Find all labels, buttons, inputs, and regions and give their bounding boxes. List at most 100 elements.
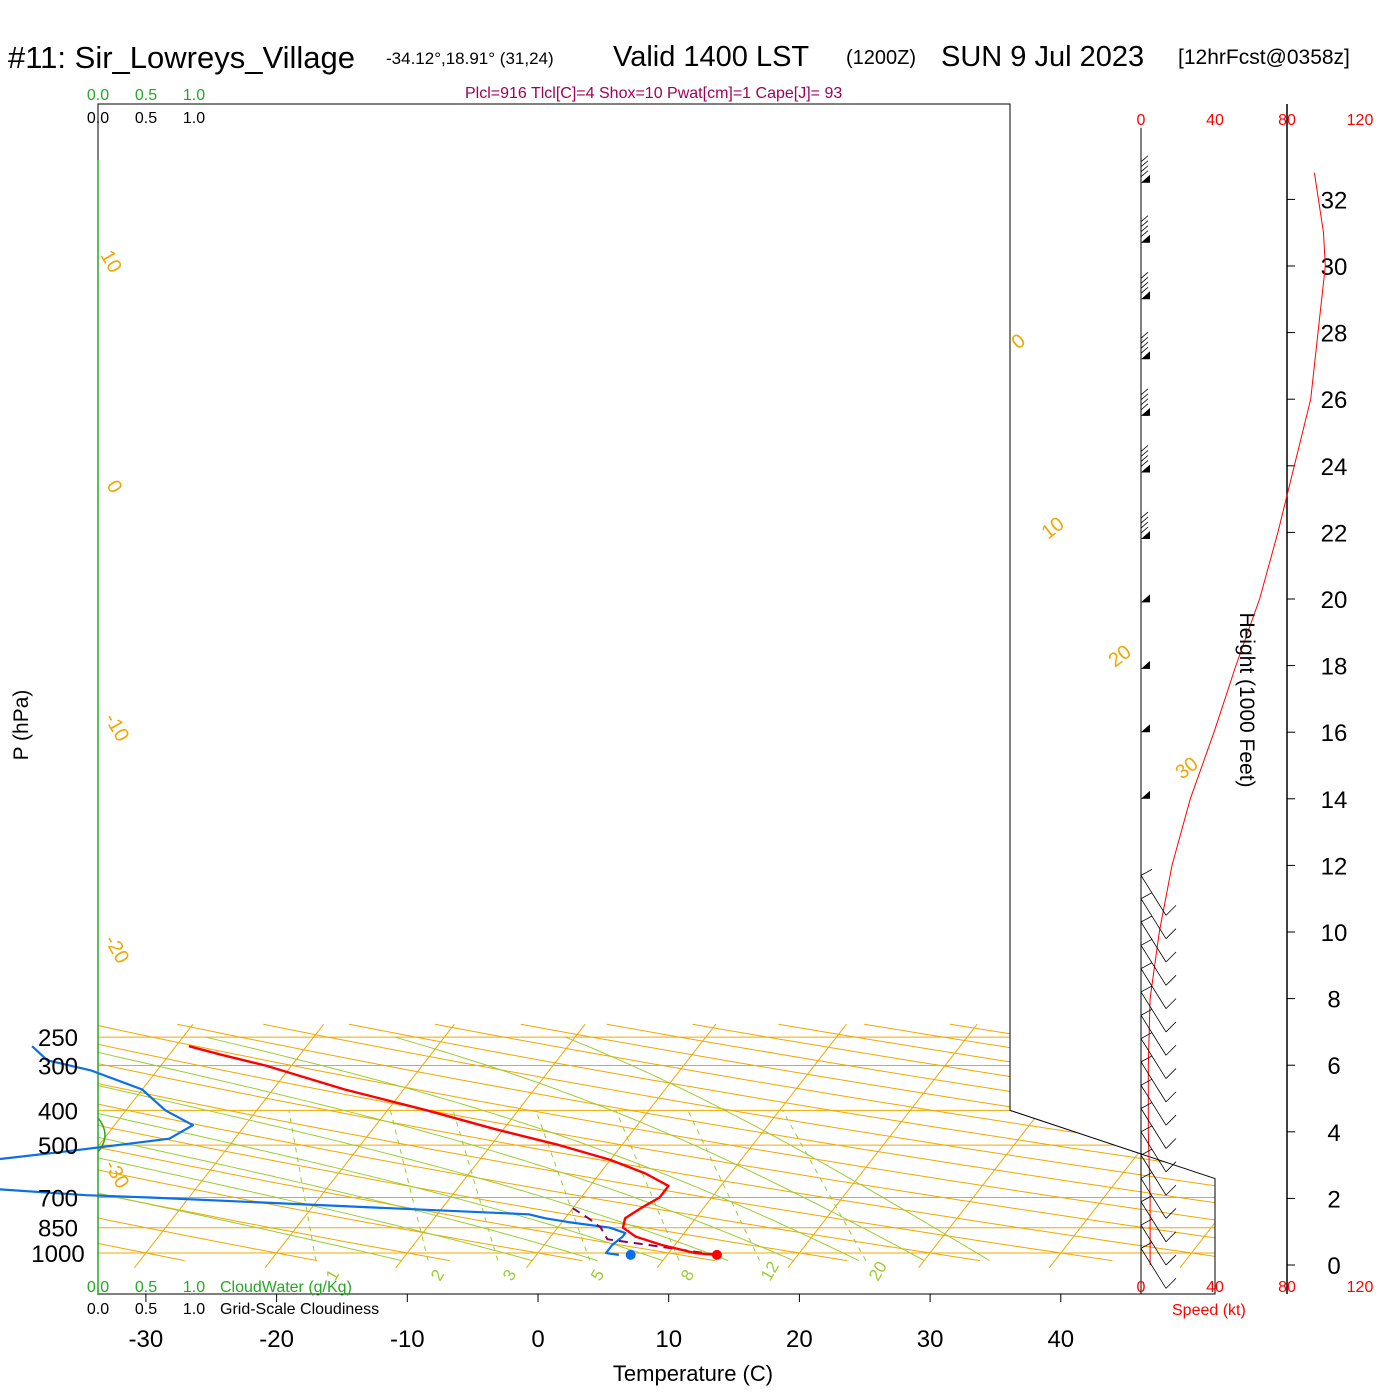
height-tick-label: 28 xyxy=(1321,321,1348,348)
isotherm-line xyxy=(1179,1023,1215,1269)
pressure-tick-label: 500 xyxy=(38,1133,78,1160)
x-axis-title: Temperature (C) xyxy=(613,1361,773,1386)
wind-barb-feather xyxy=(1165,928,1177,939)
wind-barb-feather xyxy=(1140,331,1149,339)
wind-barb-feather xyxy=(1165,951,1177,963)
mixing-ratio-label: 5 xyxy=(587,1266,608,1284)
wind-barb-staff xyxy=(1140,1201,1167,1242)
wind-barb-feather xyxy=(1140,1008,1153,1016)
moist-adiabat-line xyxy=(205,1036,860,1262)
height-tick-label: 12 xyxy=(1321,853,1348,880)
wind-barb xyxy=(1140,244,1150,300)
isotherm-line xyxy=(264,1023,455,1269)
wind-barb-staff xyxy=(1140,1248,1167,1289)
moist-adiabat-line xyxy=(98,1036,402,1262)
wind-barb-feather xyxy=(1165,1231,1177,1243)
speed-tick-label-top: 40 xyxy=(1206,112,1224,129)
wind-barb-staff xyxy=(1140,1131,1167,1173)
height-tick-label: 20 xyxy=(1321,587,1348,614)
cloudwater-scale-bottom: 0.5 xyxy=(135,1279,157,1296)
wind-barb-staff xyxy=(1140,1154,1167,1196)
height-tick-label: 16 xyxy=(1321,720,1348,747)
cloudiness-scale-top: 0.5 xyxy=(135,110,157,127)
wind-barb-feather xyxy=(1140,1218,1153,1226)
cloudiness-scale-bottom: 0.0 xyxy=(87,1301,109,1318)
wind-barb xyxy=(1140,1032,1177,1079)
wind-barb-feather xyxy=(1140,526,1149,534)
wind-barb xyxy=(1140,1102,1177,1149)
height-tick-label: 18 xyxy=(1321,654,1348,681)
mixing-ratio-line xyxy=(782,1110,867,1261)
cloudwater-scale-top: 0.0 xyxy=(87,87,109,104)
cloudwater-label: CloudWater (g/Kg) xyxy=(220,1279,352,1296)
wind-barb-pennant xyxy=(1141,464,1150,473)
cloudiness-scale-top: 1.0 xyxy=(183,110,205,127)
wind-barb-staff xyxy=(1140,875,1167,916)
valid-time: Valid 1400 LST xyxy=(613,41,809,73)
dry-adiabat-line xyxy=(98,1023,980,1262)
forecast-label: [12hrFcst@0358z] xyxy=(1178,46,1350,69)
wind-barb xyxy=(1140,187,1150,243)
surface-temperature-dot xyxy=(711,1249,722,1260)
wind-barb-feather xyxy=(1165,1208,1177,1219)
cloudiness-label: Grid-Scale Cloudiness xyxy=(220,1301,379,1318)
moist-adiabat-line xyxy=(98,1036,794,1262)
wind-barb-feather xyxy=(1140,271,1149,279)
isotherm-label: -10 xyxy=(100,710,134,746)
wind-barb-feather xyxy=(1140,1055,1153,1063)
wind-barb-feather xyxy=(1165,1138,1177,1149)
temperature-profile-line xyxy=(188,1045,718,1257)
wind-barb-pennant xyxy=(1141,531,1150,540)
pressure-tick-label: 1000 xyxy=(31,1241,84,1268)
dry-adiabat-line xyxy=(98,1023,1215,1262)
wind-barb-feather xyxy=(1140,165,1149,173)
pressure-tick-label: 300 xyxy=(38,1054,78,1081)
dry-adiabat-line xyxy=(98,1023,1113,1262)
isotherm-line xyxy=(656,1023,847,1269)
wind-barb-feather xyxy=(1165,998,1177,1009)
height-tick-label: 26 xyxy=(1321,387,1348,414)
mixing-ratio-line xyxy=(615,1110,680,1261)
isotherm-label: 10 xyxy=(96,247,126,277)
wind-barb xyxy=(1140,985,1177,1033)
wind-barb-feather xyxy=(1140,220,1149,227)
station-coords: -34.12°,18.91° (31,24) xyxy=(386,49,554,68)
height-tick-label: 32 xyxy=(1321,187,1348,214)
wind-barb-feather xyxy=(1140,230,1149,237)
wind-barb-feather xyxy=(1140,1172,1153,1179)
moist-adiabat-line xyxy=(565,1036,990,1262)
wind-barb xyxy=(1140,547,1150,603)
wind-barb xyxy=(1140,417,1150,473)
wind-barb-feather xyxy=(1165,1161,1177,1173)
wind-barb-feather xyxy=(1140,450,1149,457)
wind-barb-feather xyxy=(1140,403,1149,411)
x-tick-label: 20 xyxy=(786,1326,813,1353)
wind-barb-feather xyxy=(1140,1032,1153,1039)
moist-adiabat-line xyxy=(98,1036,533,1262)
wind-barb xyxy=(1140,938,1177,986)
mixing-ratio-label: 20 xyxy=(865,1258,891,1284)
wind-barb-feather xyxy=(1140,938,1153,946)
wind-barb-feather xyxy=(1140,1195,1153,1203)
wind-barb xyxy=(1140,127,1150,183)
height-tick-label: 4 xyxy=(1327,1120,1340,1147)
isotherm-label: 0 xyxy=(1008,330,1030,354)
dry-adiabat-line xyxy=(98,1023,715,1262)
stability-indices: Plcl=916 Tlcl[C]=4 Shox=10 Pwat[cm]=1 Ca… xyxy=(465,85,842,102)
pressure-tick-label: 850 xyxy=(38,1216,78,1243)
wind-barb-feather xyxy=(1140,511,1149,519)
wind-barb xyxy=(1140,1172,1177,1219)
wind-barb-staff xyxy=(1140,1038,1167,1079)
wind-barb-feather xyxy=(1140,1148,1153,1156)
speed-tick-label-top: 0 xyxy=(1137,112,1146,129)
wind-barb-staff xyxy=(1140,921,1167,963)
isotherm-label: 10 xyxy=(1038,513,1069,544)
dry-adiabat-line xyxy=(98,1023,318,1262)
wind-barb-feather xyxy=(1140,393,1149,401)
wind-panel: 0246810121416182022242628303200404080801… xyxy=(1137,104,1373,1296)
wind-barb-feather xyxy=(1140,155,1149,163)
wind-barb-feather xyxy=(1165,1278,1177,1289)
wind-barb xyxy=(1140,962,1177,1009)
speed-tick-label-bottom: 40 xyxy=(1206,1279,1224,1296)
